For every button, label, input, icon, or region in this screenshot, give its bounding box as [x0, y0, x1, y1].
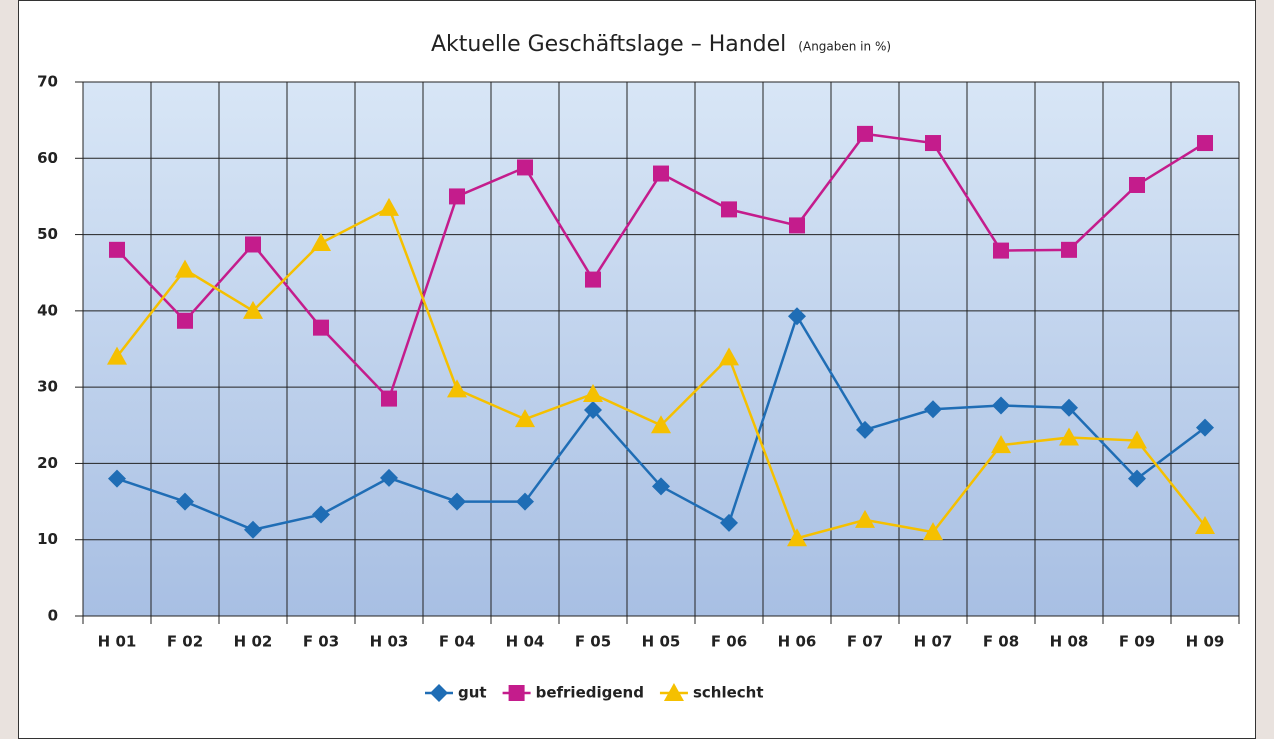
x-tick-label: F 08	[983, 633, 1019, 651]
marker	[515, 409, 535, 428]
marker	[108, 469, 126, 488]
marker	[585, 271, 601, 288]
marker	[245, 236, 261, 253]
x-tick-label: F 03	[303, 633, 339, 651]
chart-subtitle: (Angaben in %)	[798, 40, 891, 54]
marker	[447, 379, 467, 398]
marker	[1195, 515, 1215, 534]
y-tick-label: 20	[37, 454, 58, 472]
marker	[1197, 135, 1213, 152]
marker	[311, 232, 331, 251]
legend-marker	[508, 685, 525, 701]
marker	[379, 197, 399, 216]
marker	[652, 477, 670, 496]
y-tick-label: 0	[48, 607, 58, 625]
x-tick-label: H 03	[370, 633, 409, 651]
y-tick-label: 50	[37, 225, 58, 243]
marker	[925, 135, 941, 152]
marker	[380, 468, 398, 487]
marker	[855, 509, 875, 528]
legend-label: schlecht	[693, 684, 764, 702]
x-tick-label: H 07	[914, 633, 953, 651]
x-tick-label: F 07	[847, 633, 883, 651]
marker	[924, 400, 942, 419]
marker	[1127, 430, 1147, 449]
marker	[991, 435, 1011, 454]
legend-marker	[663, 683, 684, 701]
marker	[517, 159, 533, 176]
marker	[1060, 398, 1078, 417]
marker	[1061, 241, 1077, 258]
marker	[857, 125, 873, 142]
x-tick-label: H 05	[642, 633, 681, 651]
x-tick-label: H 08	[1050, 633, 1089, 651]
y-tick-label: 30	[37, 378, 58, 396]
x-tick-label: H 02	[234, 633, 273, 651]
marker	[787, 528, 807, 547]
x-tick-label: F 04	[439, 633, 475, 651]
marker	[1129, 176, 1145, 193]
marker	[313, 319, 329, 336]
legend-marker	[430, 684, 448, 702]
x-tick-label: F 02	[167, 633, 203, 651]
marker	[923, 522, 943, 541]
marker	[175, 259, 195, 278]
marker	[651, 415, 671, 434]
marker	[719, 347, 739, 366]
marker	[243, 300, 263, 319]
y-tick-label: 40	[37, 301, 58, 319]
marker	[583, 384, 603, 403]
x-tick-label: H 09	[1186, 633, 1225, 651]
marker	[177, 312, 193, 329]
x-tick-label: F 06	[711, 633, 747, 651]
marker	[109, 241, 125, 258]
marker	[788, 307, 806, 326]
y-tick-label: 10	[37, 530, 58, 548]
y-tick-label: 70	[37, 73, 58, 91]
legend-label: befriedigend	[536, 684, 644, 702]
marker	[992, 396, 1010, 415]
marker	[448, 492, 466, 511]
marker	[244, 520, 262, 539]
chart-title: Aktuelle Geschäftslage – Handel	[431, 32, 786, 57]
marker	[312, 505, 330, 524]
marker	[176, 492, 194, 511]
x-tick-label: H 04	[506, 633, 545, 651]
marker	[653, 165, 669, 182]
marker	[584, 401, 602, 420]
x-tick-label: H 01	[98, 633, 137, 651]
marker	[721, 201, 737, 218]
marker	[856, 420, 874, 439]
marker	[449, 188, 465, 205]
y-tick-label: 60	[37, 149, 58, 167]
marker	[720, 513, 738, 532]
x-tick-label: H 06	[778, 633, 817, 651]
marker	[993, 242, 1009, 259]
x-tick-label: F 09	[1119, 633, 1155, 651]
x-tick-label: F 05	[575, 633, 611, 651]
marker	[107, 346, 127, 365]
plot-area	[83, 82, 1239, 616]
marker	[1196, 418, 1214, 437]
legend-label: gut	[458, 684, 487, 702]
marker	[381, 390, 397, 407]
marker	[1059, 427, 1079, 446]
marker	[1128, 469, 1146, 488]
marker	[789, 217, 805, 234]
marker	[516, 492, 534, 511]
